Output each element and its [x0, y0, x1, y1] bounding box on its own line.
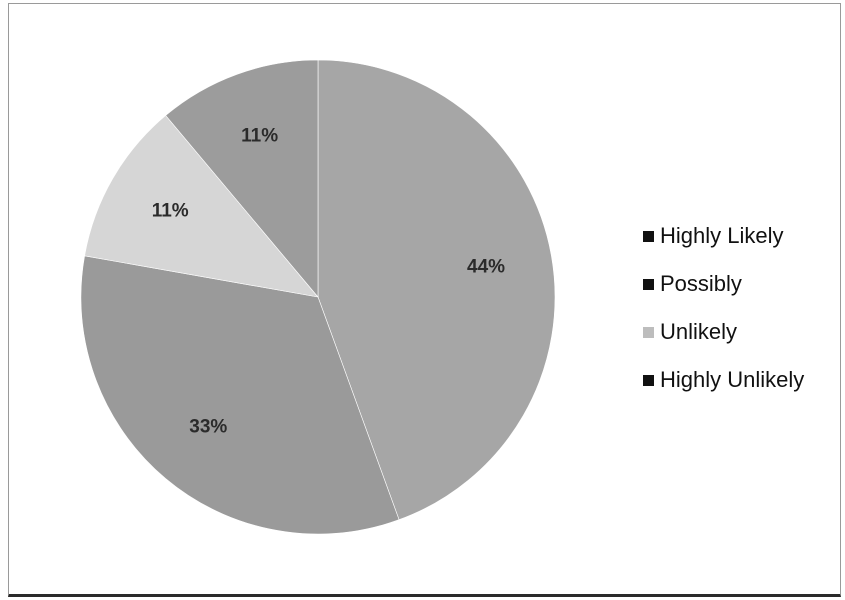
data-label: 33% [189, 417, 227, 438]
data-label: 44% [467, 256, 505, 277]
pie-slices [80, 59, 556, 535]
legend-swatch-icon [643, 326, 654, 338]
legend-item-possibly: Possibly [643, 260, 843, 308]
legend-swatch-icon [643, 230, 654, 242]
legend-swatch-icon [643, 278, 654, 290]
legend-label: Highly Likely [660, 223, 784, 248]
legend-label: Unlikely [660, 319, 738, 344]
pie-labels: 44% 33% 11% 11% [152, 126, 505, 438]
legend-item-highly-likely: Highly Likely [643, 212, 843, 260]
legend-item-unlikely: Unlikely [643, 308, 843, 356]
pie-slice-possibly [80, 255, 400, 535]
pie-slice-highly-unlikely [165, 59, 319, 298]
pie-slice-highly-likely [317, 59, 556, 521]
legend-label: Highly Unlikely [660, 367, 805, 392]
data-label: 11% [152, 201, 189, 222]
data-label: 11% [241, 126, 278, 147]
legend-label: Possibly [660, 271, 742, 296]
legend: Highly Likely Possibly Unlikely Highly U… [643, 212, 843, 404]
legend-item-highly-unlikely: Highly Unlikely [643, 356, 843, 404]
legend-swatch-icon [643, 374, 654, 386]
pie-slice-unlikely [84, 115, 319, 298]
